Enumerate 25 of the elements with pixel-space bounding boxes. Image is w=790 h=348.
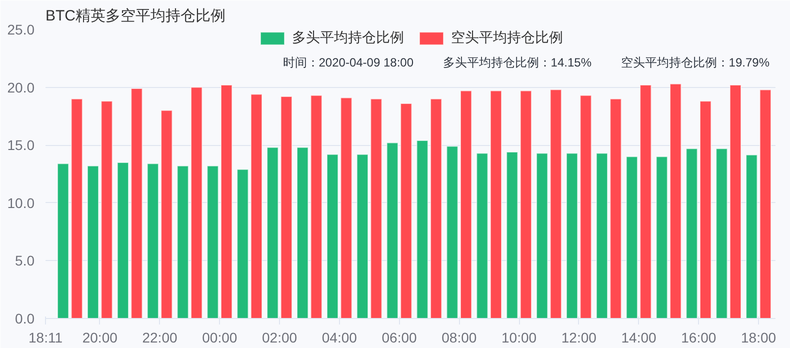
- x-tick-label: 06:00: [382, 330, 418, 346]
- y-tick-label: 20.0: [7, 79, 35, 96]
- x-tick-label: 10:00: [502, 330, 537, 346]
- annotation: 空头平均持仓比例：19.79%: [620, 56, 770, 70]
- y-tick-label: 0.0: [15, 310, 35, 326]
- x-tick-label: 04:00: [322, 330, 358, 346]
- y-tick-label: 25.0: [7, 22, 35, 38]
- x-tick-label: 18:00: [741, 330, 776, 346]
- x-tick-label: 16:00: [681, 330, 716, 346]
- x-tick-label: 12:00: [561, 330, 597, 346]
- annotation: 多头平均持仓比例：14.15%: [442, 56, 592, 70]
- x-tick-label: 18:11: [28, 330, 63, 346]
- annotation: 时间：2020-04-09 18:00: [282, 56, 414, 70]
- y-tick-label: 5.0: [15, 252, 35, 269]
- x-tick-label: 14:00: [621, 330, 657, 346]
- x-tick-label: 20:00: [82, 330, 118, 346]
- chart-title: BTC精英多空平均持仓比例: [46, 8, 226, 24]
- x-tick-label: 22:00: [142, 330, 178, 346]
- x-tick-label: 08:00: [442, 330, 477, 346]
- x-tick-label: 00:00: [202, 330, 238, 346]
- legend-label: 多头平均持仓比例: [292, 29, 404, 47]
- y-tick-label: 15.0: [7, 137, 35, 154]
- legend-label: 空头平均持仓比例: [451, 29, 563, 47]
- x-tick-label: 02:00: [262, 330, 298, 346]
- y-tick-label: 10.0: [7, 194, 35, 211]
